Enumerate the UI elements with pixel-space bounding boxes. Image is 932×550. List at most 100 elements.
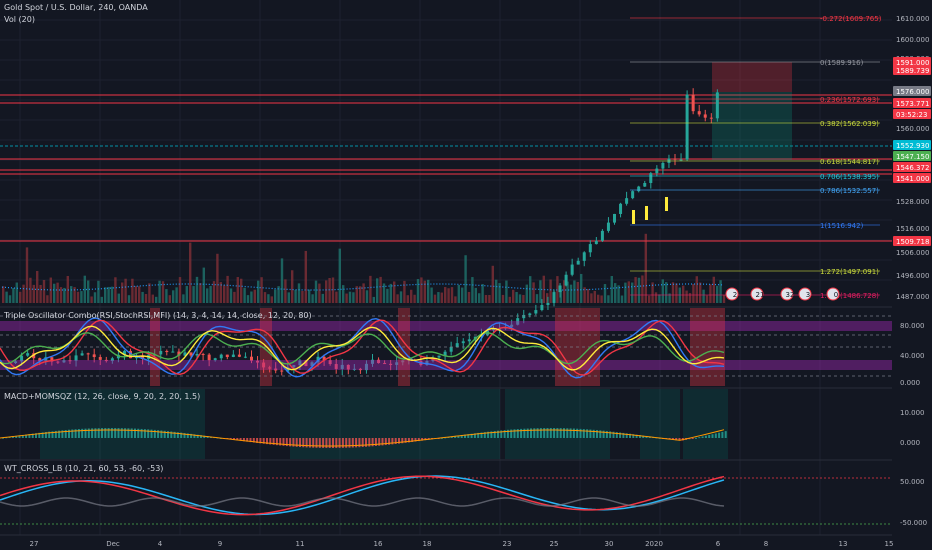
price-axis[interactable]: 1610.0001600.0001580.0001560.0001528.000… [892,0,932,550]
position-tool[interactable] [712,62,792,160]
macd-histogram-bar [487,431,490,438]
volume-bar [379,276,382,303]
candle-body [20,355,24,362]
volume-bar [199,283,202,303]
volume-bar [461,287,464,303]
fibonacci-levels[interactable]: -0.272(1609.765) 0(1589.916) 0.236(1572.69… [630,15,882,300]
candle-body [316,356,320,363]
time-tick-label: 27 [30,540,39,548]
time-axis[interactable]: 27 Dec 4 9 11 16 18 23 25 30 2020 6 8 13 15 [0,536,932,550]
volume-bar [362,283,365,303]
macd-histogram-bar [642,435,645,438]
volume-bar [12,287,15,303]
macd-histogram-bar [417,438,420,442]
wt-diff-area [0,497,725,507]
macd-histogram-bar [579,428,582,438]
candle-body [122,350,126,355]
volume-bar [389,283,392,303]
candle-body [177,351,181,356]
macd-histogram-bar [249,438,252,443]
volume-bar [376,278,379,303]
volume-bar [240,278,243,303]
macd-histogram-bar [374,438,377,447]
macd-histogram-bar [569,428,572,438]
macd-histogram-bar [596,430,598,438]
macd-histogram-bar [467,434,470,438]
volume-bar [178,277,182,303]
candle-body [383,363,387,365]
macd-histogram-bar [701,436,704,438]
macd-histogram-bar [503,430,506,438]
price-badge-label: 1576.000 [896,88,929,96]
volume-bar [440,292,443,303]
volume-bar [682,285,685,303]
candle-body [292,365,296,368]
volume-bar [695,276,698,303]
volume-bar [386,288,389,303]
macd-histogram-bar [632,434,635,438]
candle-body [38,358,42,362]
macd-histogram-bar [424,438,427,441]
volume-bar [219,282,222,303]
volume-bar [488,295,491,303]
macd-histogram-bar [454,435,457,438]
volume-bar [532,282,535,303]
volume-bar [365,290,369,303]
volume-bar [22,284,25,303]
candle-body [637,186,641,192]
macd-histogram-bar [365,438,367,447]
candle-body [352,368,356,370]
volume-bar [257,280,260,303]
candle-body [594,240,598,245]
volume-bar [722,294,726,303]
price-badge-label: 1552.930 [896,142,929,150]
volume-bar [668,293,671,303]
price-badge-label: 1589.739 [896,67,929,75]
volume-bar [209,285,212,303]
volume-indicator-label: Vol (20) [4,15,35,24]
volume-bar [335,291,338,303]
macd-histogram-bar [536,428,539,438]
volume-bar [617,285,620,303]
volume-bar [675,283,678,303]
volume-bar [274,289,277,303]
symbol-title: Gold Spot / U.S. Dollar, 240, OANDA [4,3,148,12]
volume-bar [716,285,719,303]
macd-histogram-bar [176,432,179,438]
event-markers[interactable]: 2 21 32 3 0 [725,287,840,301]
macd-histogram-bar [332,438,334,448]
volume-bar [535,294,539,303]
macd-histogram-bar [35,433,37,438]
price-badge-label: 1541.000 [896,175,929,183]
macd-histogram-bar [358,438,361,448]
candle-body [98,357,102,360]
candle-body [346,364,350,370]
macd-histogram-bar [124,428,127,438]
candle-body [443,351,447,356]
volume-bar [182,294,185,303]
candle-body [389,363,393,365]
wt-tick-label: -50.000 [900,519,927,527]
volume-bar [277,286,280,303]
candle-body [643,182,647,187]
volume-bar [90,296,93,303]
candle-body [231,354,235,358]
price-badge-label: 1509.718 [896,238,929,246]
macd-histogram-bar [407,438,410,443]
volume-bar [546,293,549,303]
volume-bar [165,289,168,303]
price-badge-label: 1546.372 [896,164,929,172]
volume-bar [158,280,161,303]
macd-histogram-bar [58,430,61,438]
volume-bar [467,291,471,303]
macd-histogram-bar [473,433,476,438]
macd-histogram-bar [404,438,407,443]
price-badge [893,236,931,246]
economic-event-flag-icon [725,287,739,301]
macd-histogram-bar [605,431,608,438]
macd-histogram-bar [559,428,562,438]
candle-body [358,368,362,371]
time-tick-label: 23 [503,540,512,548]
macd-histogram-bar [675,438,678,441]
